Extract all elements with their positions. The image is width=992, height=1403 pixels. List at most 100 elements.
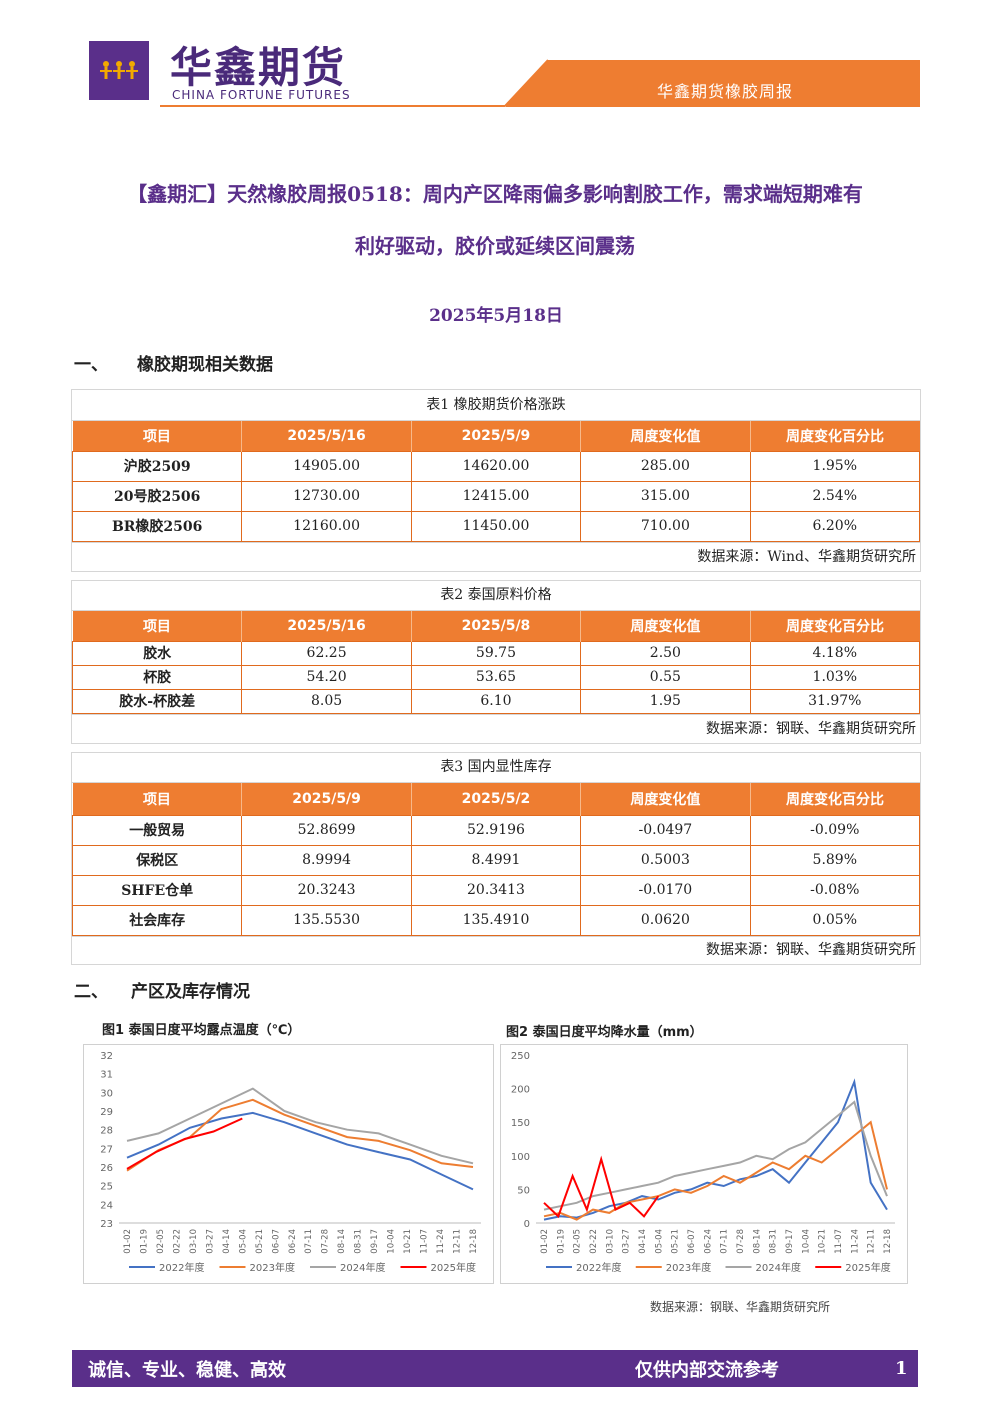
cell: 710.00 <box>580 510 751 542</box>
x-tick-label: 03-27 <box>622 1229 632 1254</box>
column-header: 2025/5/2 <box>411 783 582 815</box>
header-banner <box>160 59 920 107</box>
y-tick-label: 23 <box>100 1219 113 1230</box>
y-tick-label: 26 <box>100 1163 113 1174</box>
report-date: 2025年5月18日 <box>429 306 563 326</box>
table-row: 保税区 8.9994 8.4991 0.5003 5.89% <box>71 844 921 876</box>
x-tick-label: 04-14 <box>222 1229 232 1254</box>
table-row: 社会库存 135.5530 135.4910 0.0620 0.05% <box>71 904 921 936</box>
table-thai-raw-material: 表2 泰国原料价格 项目 2025/5/16 2025/5/8 周度变化值 周度… <box>71 580 921 744</box>
x-tick-label: 11-07 <box>834 1229 844 1254</box>
chart1-dew-point: 32 31 30 29 28 27 26 25 24 23 01-02 01-19 02-05 02-22… <box>83 1044 494 1284</box>
cell: 0.0620 <box>580 904 751 936</box>
series-line <box>543 1155 660 1219</box>
table-domestic-inventory: 表3 国内显性库存 项目 2025/5/9 2025/5/2 周度变化值 周度变… <box>71 752 921 965</box>
legend-label: 2025年度 <box>845 1261 890 1274</box>
x-tick-label: 01-19 <box>139 1229 149 1254</box>
x-tick-label: 01-02 <box>540 1229 550 1254</box>
column-header: 周度变化值 <box>580 611 751 641</box>
series-line <box>126 1087 474 1165</box>
series-line <box>126 1117 243 1170</box>
cell: 285.00 <box>580 450 751 482</box>
section2-number: 二、 <box>74 982 108 1002</box>
series-line <box>126 1111 474 1191</box>
y-tick-label: 27 <box>100 1144 113 1155</box>
report-name: 华鑫期货橡胶周报 <box>656 82 793 101</box>
cell: 135.4910 <box>410 904 582 936</box>
column-header: 2025/5/9 <box>241 783 412 815</box>
y-tick-label: 250 <box>511 1051 530 1062</box>
legend-label: 2023年度 <box>666 1261 711 1274</box>
x-tick-label: 06-07 <box>271 1229 281 1254</box>
column-header: 周度变化值 <box>580 421 751 451</box>
report-title-line2: 利好驱动，胶价或延续区间震荡 <box>355 234 635 258</box>
y-tick-label: 28 <box>100 1126 113 1137</box>
x-tick-label: 08-14 <box>337 1229 347 1254</box>
x-tick-label: 09-17 <box>785 1229 795 1254</box>
column-header: 项目 <box>72 611 243 641</box>
x-tick-label: 12-18 <box>883 1229 893 1254</box>
section1-heading: 橡胶期现相关数据 <box>137 355 273 375</box>
cell: 8.05 <box>241 688 412 714</box>
cell: 一般贸易 <box>71 814 243 846</box>
x-tick-label: 01-02 <box>123 1229 133 1254</box>
table-row: 沪胶2509 14905.00 14620.00 285.00 1.95% <box>71 450 921 482</box>
y-tick-label: 30 <box>100 1088 113 1099</box>
legend-label: 2024年度 <box>756 1261 801 1274</box>
legend-label: 2024年度 <box>340 1261 385 1274</box>
x-tick-label: 06-24 <box>703 1229 713 1254</box>
cell: 11450.00 <box>410 510 582 542</box>
column-header: 项目 <box>72 421 243 451</box>
cell: 1.03% <box>749 664 921 690</box>
cell: 54.20 <box>241 664 412 690</box>
legend-label: 2022年度 <box>576 1261 621 1274</box>
figure-source: 数据来源：钢联、华鑫期货研究所 <box>650 1300 831 1314</box>
cell: 12730.00 <box>241 480 412 512</box>
column-header: 2025/5/8 <box>411 611 582 641</box>
y-tick-label: 0 <box>524 1219 530 1230</box>
x-tick-label: 10-21 <box>403 1229 413 1254</box>
cell: 315.00 <box>580 480 751 512</box>
table-source: 数据来源：钢联、华鑫期货研究所 <box>72 713 920 743</box>
cell: 0.55 <box>580 664 751 690</box>
cell: -0.09% <box>749 814 921 846</box>
y-tick-label: 25 <box>100 1182 113 1193</box>
x-tick-label: 02-05 <box>156 1229 166 1254</box>
x-tick-label: 04-14 <box>638 1229 648 1254</box>
y-tick-label: 150 <box>511 1118 530 1129</box>
page-number: 1 <box>895 1358 908 1379</box>
cell: 6.20% <box>749 510 921 542</box>
x-tick-label: 07-11 <box>304 1229 314 1254</box>
column-header: 2025/5/16 <box>241 421 412 451</box>
cell: 杯胶 <box>71 664 243 690</box>
cell: 4.18% <box>749 640 921 666</box>
cell: 胶水 <box>71 640 243 666</box>
legend-label: 2023年度 <box>250 1261 295 1274</box>
x-tick-label: 08-14 <box>752 1229 762 1254</box>
x-tick-label: 10-04 <box>801 1229 811 1254</box>
cell: 20号胶2506 <box>71 480 243 512</box>
logo-english-text: CHINA FORTUNE FUTURES <box>172 88 351 102</box>
cell: 20.3243 <box>241 874 412 906</box>
series-line <box>543 1100 888 1211</box>
cell: 6.10 <box>410 688 582 714</box>
cell: 12160.00 <box>241 510 412 542</box>
cell: 5.89% <box>749 844 921 876</box>
x-tick-label: 05-21 <box>671 1229 681 1254</box>
table-row: 杯胶 54.20 53.65 0.55 1.03% <box>71 664 921 690</box>
x-tick-label: 08-31 <box>354 1229 364 1254</box>
series-line <box>126 1098 474 1172</box>
cell: 1.95 <box>580 688 751 714</box>
x-tick-label: 03-27 <box>205 1229 215 1254</box>
x-tick-label: 10-04 <box>387 1229 397 1254</box>
x-tick-label: 07-28 <box>736 1229 746 1254</box>
column-header: 周度变化百分比 <box>750 421 920 451</box>
x-tick-label: 12-18 <box>469 1229 479 1254</box>
column-header: 2025/5/16 <box>241 611 412 641</box>
table-row: 一般贸易 52.8699 52.9196 -0.0497 -0.09% <box>71 814 921 846</box>
x-tick-label: 01-19 <box>556 1229 566 1254</box>
section1-number: 一、 <box>74 355 108 375</box>
x-tick-label: 07-28 <box>321 1229 331 1254</box>
x-tick-label: 09-17 <box>370 1229 380 1254</box>
table-row: 胶水 62.25 59.75 2.50 4.18% <box>71 640 921 666</box>
